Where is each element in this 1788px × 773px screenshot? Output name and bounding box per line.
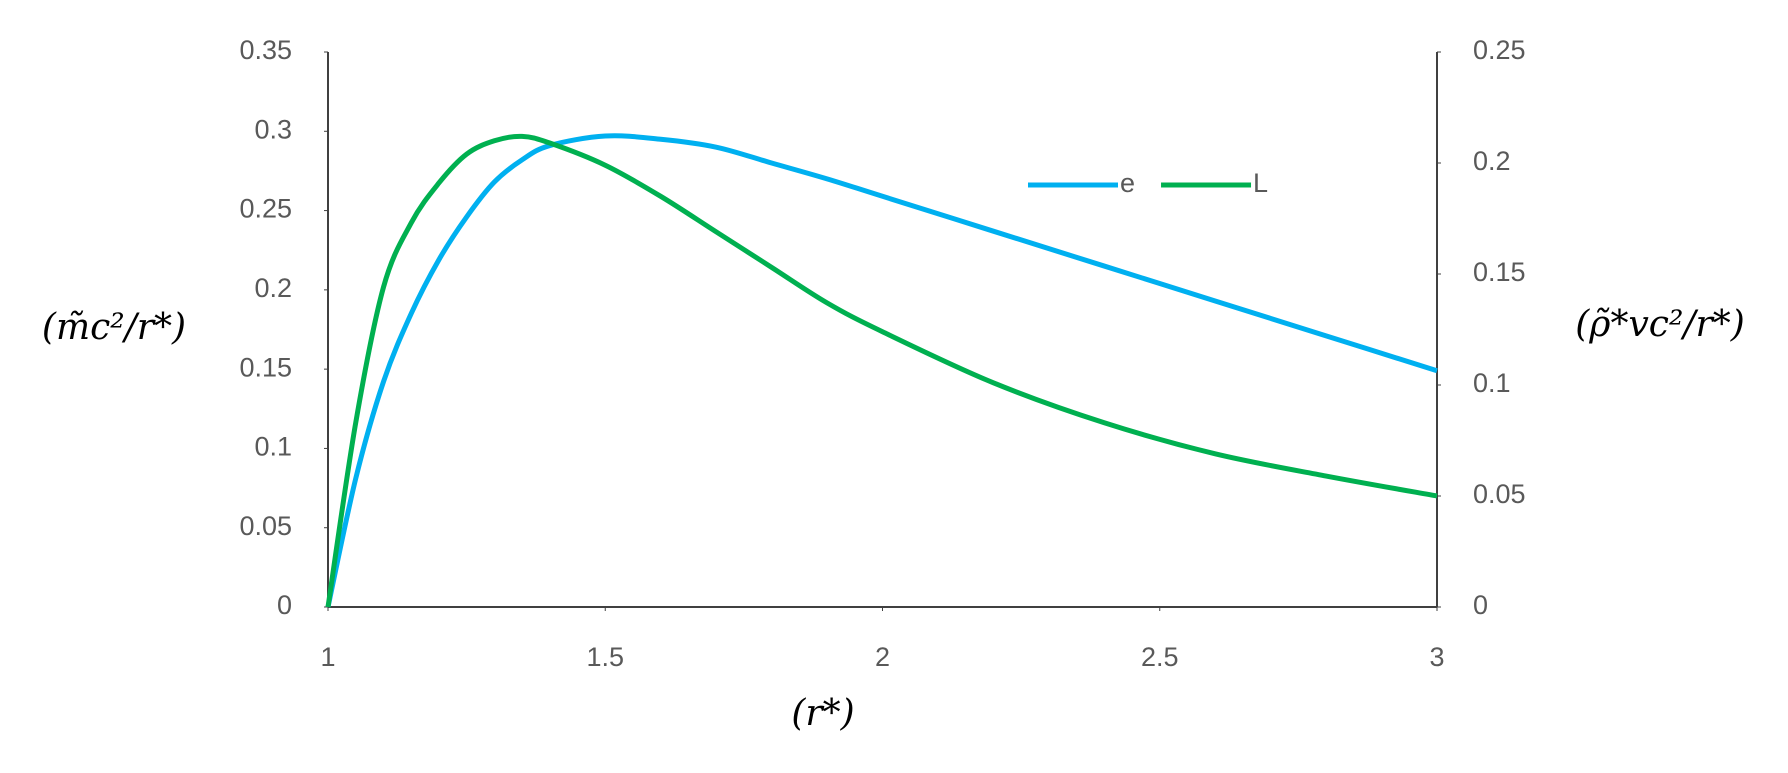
y-tick-label: 0.25 [239, 194, 292, 224]
y-tick-label: 0.35 [239, 35, 292, 65]
x-tick-label: 3 [1429, 642, 1444, 672]
y-tick-label: 0.3 [254, 114, 292, 144]
y2-tick-label: 0.15 [1473, 257, 1526, 287]
y-axis-title: (m̃c²/r*) [42, 307, 186, 348]
legend-label: L [1253, 168, 1268, 198]
x-tick-label: 1.5 [586, 642, 624, 672]
y2-axis-title: (ρ̃*vc²/r*) [1575, 304, 1745, 345]
y-tick-label: 0.1 [254, 432, 292, 462]
x-axis-title: (r*) [791, 693, 854, 734]
y2-tick-label: 0.1 [1473, 368, 1511, 398]
y2-tick-label: 0.2 [1473, 146, 1511, 176]
legend-label: e [1120, 168, 1135, 198]
y2-tick-label: 0.25 [1473, 35, 1526, 65]
y-tick-label: 0 [277, 590, 292, 620]
x-tick-label: 2 [875, 642, 890, 672]
series-line [325, 133, 1438, 608]
series-line [325, 133, 1438, 608]
y-tick-label: 0.15 [239, 352, 292, 382]
y2-tick-label: 0 [1473, 590, 1488, 620]
y-tick-label: 0.2 [254, 273, 292, 303]
x-tick-label: 1 [320, 642, 335, 672]
y2-tick-label: 0.05 [1473, 479, 1526, 509]
x-tick-label: 2.5 [1141, 642, 1179, 672]
y-tick-label: 0.05 [239, 511, 292, 541]
